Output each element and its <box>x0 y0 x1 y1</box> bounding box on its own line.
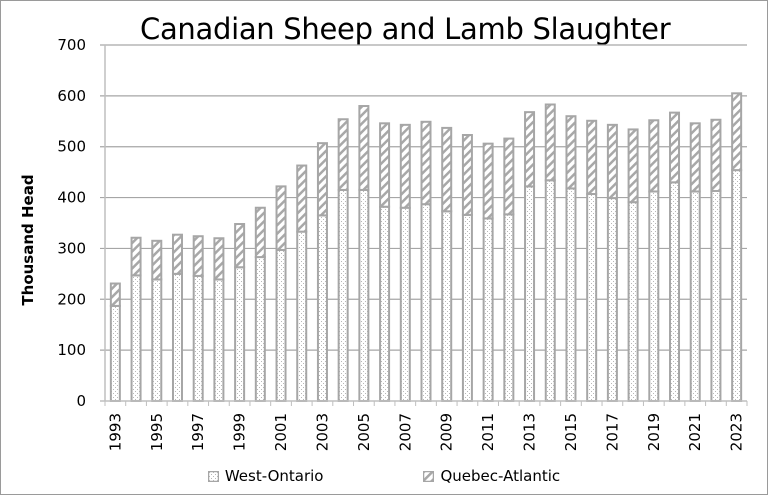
bar-segment <box>606 197 618 402</box>
bar-segment <box>109 282 121 307</box>
bar-segment <box>420 203 432 402</box>
bar-segment <box>503 213 515 402</box>
x-tick-label: 2007 <box>396 413 414 451</box>
x-tick-label: 2009 <box>438 413 456 451</box>
bar-segment <box>171 272 183 403</box>
bar-segment <box>648 190 660 402</box>
bar-segment <box>627 201 639 402</box>
x-tick-label: 2015 <box>562 413 580 451</box>
y-tick-label: 400 <box>57 189 86 207</box>
bar-segment <box>399 206 411 402</box>
x-tick-label: 2019 <box>645 413 663 451</box>
bar-segment <box>710 118 722 192</box>
x-tick-label: 2021 <box>686 413 704 451</box>
x-tick-label: 2017 <box>603 413 621 451</box>
bar-segment <box>399 123 411 209</box>
y-tick-label: 700 <box>57 36 86 54</box>
bar-segment <box>379 205 391 402</box>
bar-segment <box>669 181 681 402</box>
x-axis-ticks: 1993 1995 1997 1999 2001 2003 2005 2007 2009 2011… <box>106 413 745 451</box>
legend-label: West-Ontario <box>224 467 324 485</box>
legend-label: Quebec-Atlantic <box>440 467 561 485</box>
y-axis-ticks: 0 100 200 300 400 500 600 700 <box>57 36 86 410</box>
bar-segment <box>420 120 432 206</box>
bar-segment <box>689 122 701 193</box>
bar-segment <box>358 105 370 191</box>
bar-segment <box>130 236 142 277</box>
legend: West-Ontario Quebec-Atlantic <box>0 467 768 485</box>
y-tick-label: 500 <box>57 138 86 156</box>
bar-segment <box>234 266 246 403</box>
y-tick-label: 0 <box>76 392 86 410</box>
stripes-swatch-icon <box>423 470 435 482</box>
bar-segment <box>482 217 494 402</box>
bar-segment <box>296 230 308 402</box>
y-tick-label: 300 <box>57 239 86 257</box>
bar-segment <box>337 118 349 191</box>
bar-segment <box>213 237 225 281</box>
bar-segment <box>130 274 142 402</box>
bar-segment <box>710 189 722 402</box>
bar-segment <box>234 223 246 269</box>
bar-segment <box>441 126 453 213</box>
y-tick-label: 100 <box>57 341 86 359</box>
x-tick-label: 2023 <box>728 413 746 451</box>
bar-segment <box>731 92 743 172</box>
bar-segment <box>441 210 453 402</box>
bar-segment <box>109 304 121 403</box>
dots-swatch-icon <box>207 470 219 482</box>
bar-segment <box>337 188 349 402</box>
bar-segment <box>213 278 225 402</box>
bar-segment <box>192 235 204 277</box>
bar-segment <box>254 206 266 259</box>
chart-title: Canadian Sheep and Lamb Slaughter <box>140 12 671 46</box>
x-tick-label: 1993 <box>106 413 124 451</box>
bar-segment <box>565 115 577 190</box>
legend-item-west-ontario: West-Ontario <box>207 467 324 485</box>
bar-segment <box>296 164 308 233</box>
x-tick-label: 2013 <box>521 413 539 451</box>
bar-segment <box>669 111 681 184</box>
bar-segment <box>565 187 577 402</box>
bar-segment <box>461 134 473 216</box>
bar-segment <box>648 119 660 193</box>
legend-item-quebec-atlantic: Quebec-Atlantic <box>423 467 560 485</box>
bar-segment <box>275 248 287 402</box>
bar-segment <box>627 128 639 204</box>
x-tick-label: 1997 <box>189 413 207 451</box>
bar-segment <box>461 213 473 402</box>
bar-segment <box>606 123 618 200</box>
bar-segment <box>524 111 536 188</box>
x-tick-label: 2001 <box>272 413 290 451</box>
bar-segment <box>316 214 328 402</box>
bar-segment <box>316 142 328 217</box>
bar-segment <box>586 119 598 196</box>
bar-segment <box>151 239 163 281</box>
x-tick-label: 1995 <box>148 413 166 451</box>
x-tick-label: 1999 <box>231 413 249 451</box>
y-tick-label: 200 <box>57 290 86 308</box>
bar-segment <box>254 256 266 402</box>
bar-segment <box>482 142 494 220</box>
bar-segment <box>171 233 183 275</box>
x-tick-label: 2005 <box>355 413 373 451</box>
bar-segment <box>586 193 598 402</box>
bar-segment <box>731 169 743 402</box>
bar-segment <box>544 103 556 182</box>
bar-segment <box>544 179 556 402</box>
bar-segment <box>275 185 287 251</box>
x-tick-label: 2011 <box>479 413 497 451</box>
bar-segment <box>358 188 370 402</box>
bar-segment <box>524 185 536 402</box>
y-tick-label: 600 <box>57 87 86 105</box>
bar-segment <box>151 278 163 402</box>
bar-segment <box>192 274 204 402</box>
bars <box>109 92 743 403</box>
bar-segment <box>503 137 515 216</box>
axes <box>100 45 748 406</box>
x-tick-label: 2003 <box>313 413 331 451</box>
bar-segment <box>689 190 701 402</box>
bar-segment <box>379 122 391 208</box>
